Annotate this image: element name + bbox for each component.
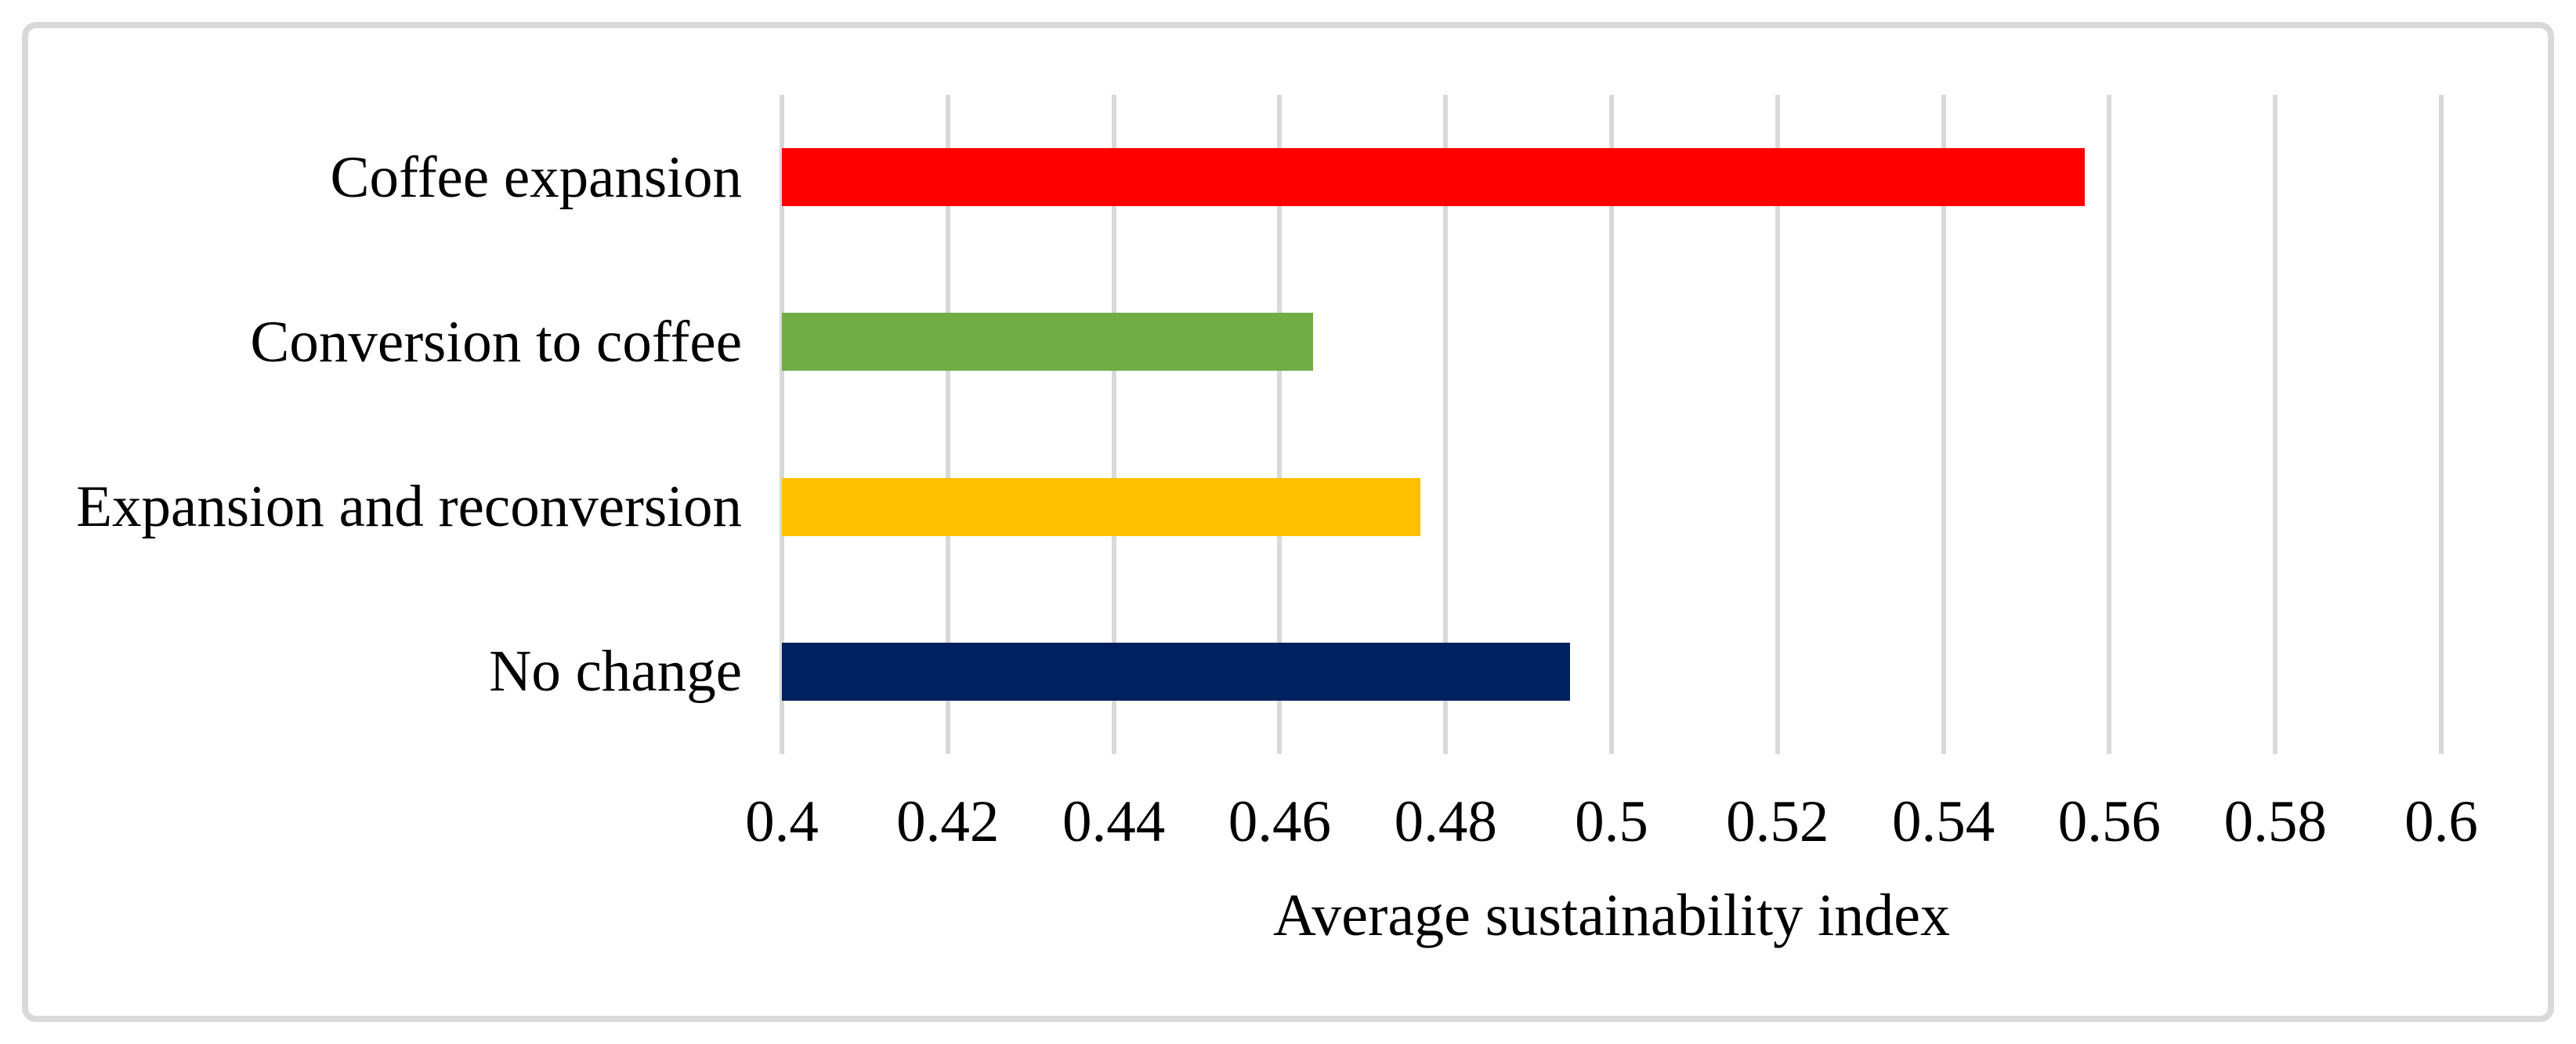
x-tick-label-0.56: 0.56 [2057, 788, 2162, 854]
category-label-expansion-and-reconversion: Expansion and reconversion [76, 474, 742, 540]
x-tick-label-0.48: 0.48 [1394, 788, 1497, 854]
gridline-0.4 [780, 95, 784, 754]
gridline-0.44 [1111, 95, 1116, 754]
bar-coffee-expansion [782, 148, 2085, 207]
bar-conversion-to-coffee [782, 313, 1313, 372]
category-label-no-change: No change [489, 639, 742, 705]
x-axis-title: Average sustainability index [1273, 883, 1950, 948]
gridline-0.48 [1443, 95, 1449, 754]
category-label-conversion-to-coffee: Conversion to coffee [250, 309, 742, 375]
x-tick-label-0.52: 0.52 [1726, 788, 1829, 854]
gridline-0.52 [1775, 95, 1780, 754]
bar-no-change [782, 642, 1571, 701]
x-tick-label-0.5: 0.5 [1575, 788, 1648, 854]
gridline-0.6 [2439, 95, 2444, 754]
x-tick-label-0.58: 0.58 [2223, 788, 2327, 854]
gridline-0.5 [1609, 95, 1614, 754]
category-label-coffee-expansion: Coffee expansion [330, 144, 742, 210]
x-tick-label-0.42: 0.42 [896, 788, 1000, 854]
gridline-0.58 [2273, 95, 2278, 754]
gridline-0.54 [1941, 95, 1946, 754]
x-tick-label-0.44: 0.44 [1062, 788, 1166, 854]
gridline-0.46 [1277, 95, 1283, 754]
gridline-0.42 [945, 95, 950, 754]
x-tick-label-0.46: 0.46 [1228, 788, 1332, 854]
gridline-0.56 [2107, 95, 2112, 754]
x-tick-label-0.54: 0.54 [1891, 788, 1995, 854]
bar-expansion-and-reconversion [782, 477, 1421, 536]
x-tick-label-0.6: 0.6 [2404, 788, 2478, 854]
x-tick-label-0.4: 0.4 [745, 788, 819, 854]
